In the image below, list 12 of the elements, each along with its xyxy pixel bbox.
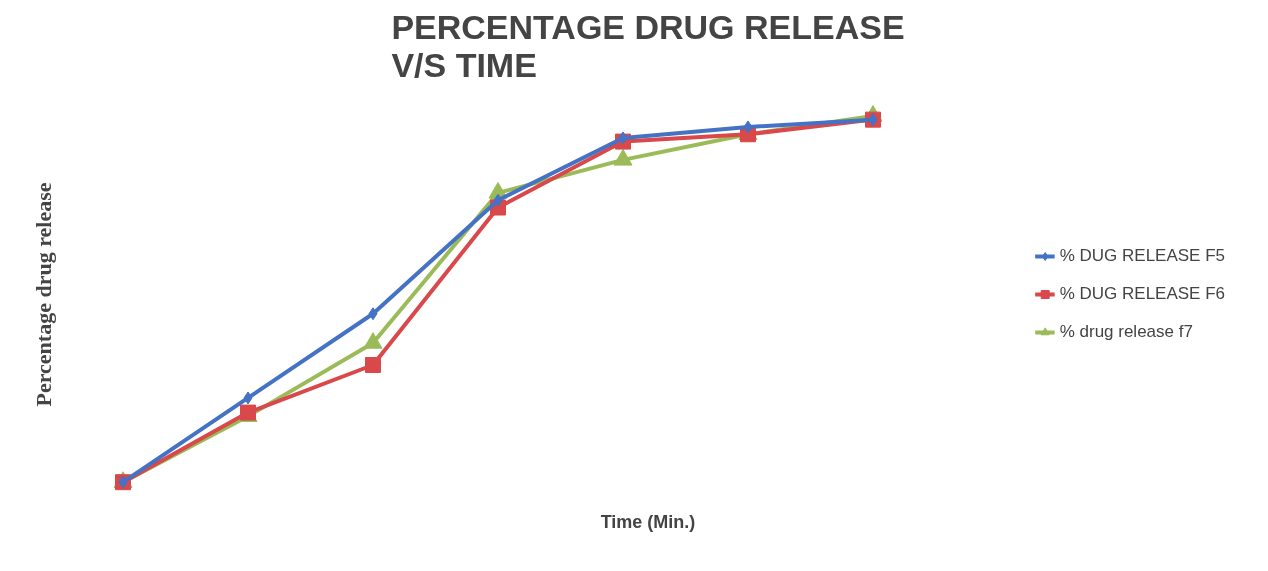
legend-label: % DUG RELEASE F5: [1059, 246, 1225, 266]
point: [618, 131, 628, 145]
point: [493, 193, 503, 207]
y-axis-title: Percentage drug release: [30, 182, 56, 407]
chart-title: PERCENTAGE DRUG RELEASE V/S TIME: [391, 7, 905, 84]
point: [368, 307, 378, 321]
legend-label: % DUG RELEASE F6: [1059, 284, 1225, 304]
point: [243, 391, 253, 405]
point: [743, 120, 753, 134]
legend-label: % drug release f7: [1059, 322, 1193, 342]
x-axis-title: Time (Min.): [600, 511, 696, 532]
point: [365, 357, 381, 373]
